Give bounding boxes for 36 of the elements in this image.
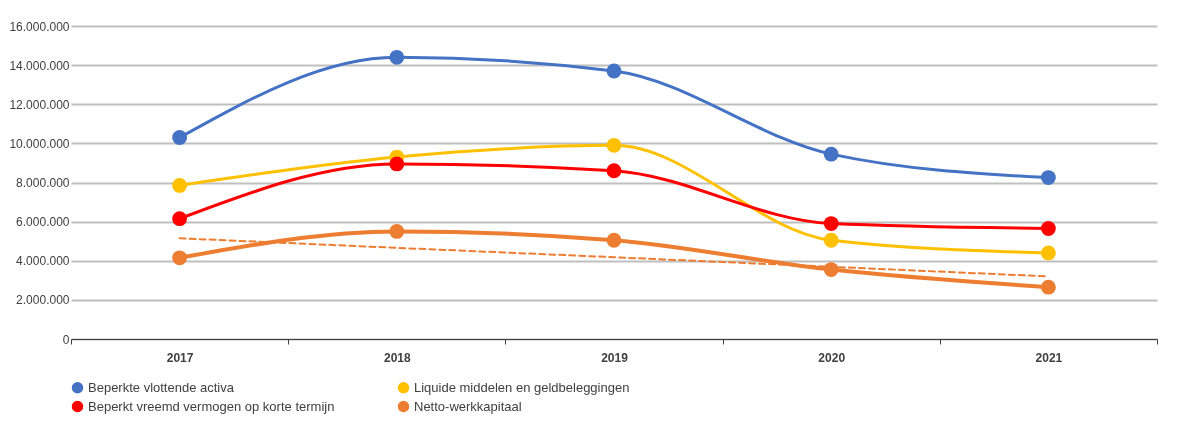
x-tick-label: 2017: [166, 350, 194, 365]
x-tick-label: 2021: [1035, 350, 1063, 365]
legend-label: Beperkte vlottende activa: [88, 379, 235, 395]
x-tick-label: 2018: [383, 350, 411, 365]
y-tick-label: 16.000.000: [9, 19, 70, 34]
point: [389, 156, 405, 172]
point: [172, 178, 188, 193]
y-tick-label: 2.000.000: [16, 293, 70, 308]
x-tick-label: 2019: [601, 350, 629, 365]
legend-label: Netto-werkkapitaal: [414, 398, 522, 414]
point: [606, 163, 622, 179]
point: [823, 146, 839, 162]
y-tick-label: 6.000.000: [16, 215, 70, 230]
point: [606, 137, 622, 153]
y-tick-label: 10.000.000: [9, 136, 70, 151]
legend-label: Beperkt vreemd vermogen op korte termijn: [88, 398, 335, 414]
y-tick-label: 12.000.000: [9, 97, 70, 112]
point: [823, 216, 839, 231]
y-tick-label: 8.000.000: [16, 176, 70, 190]
y-tick-label: 14.000.000: [9, 58, 70, 73]
point: [606, 63, 622, 79]
point: [606, 232, 622, 248]
point: [172, 250, 188, 266]
point: [823, 232, 839, 248]
x-tick-label: 2020: [818, 350, 846, 365]
point: [1040, 245, 1056, 261]
point: [172, 211, 188, 227]
point: [1040, 221, 1056, 236]
point: [389, 224, 405, 239]
point: [172, 130, 188, 145]
point: [1040, 170, 1056, 186]
y-tick-label: 4.000.000: [16, 254, 70, 269]
point: [1040, 279, 1056, 295]
legend-label: Liquide middelen en geldbeleggingen: [414, 379, 630, 395]
point: [389, 49, 405, 65]
y-tick-label: 0: [62, 332, 70, 347]
